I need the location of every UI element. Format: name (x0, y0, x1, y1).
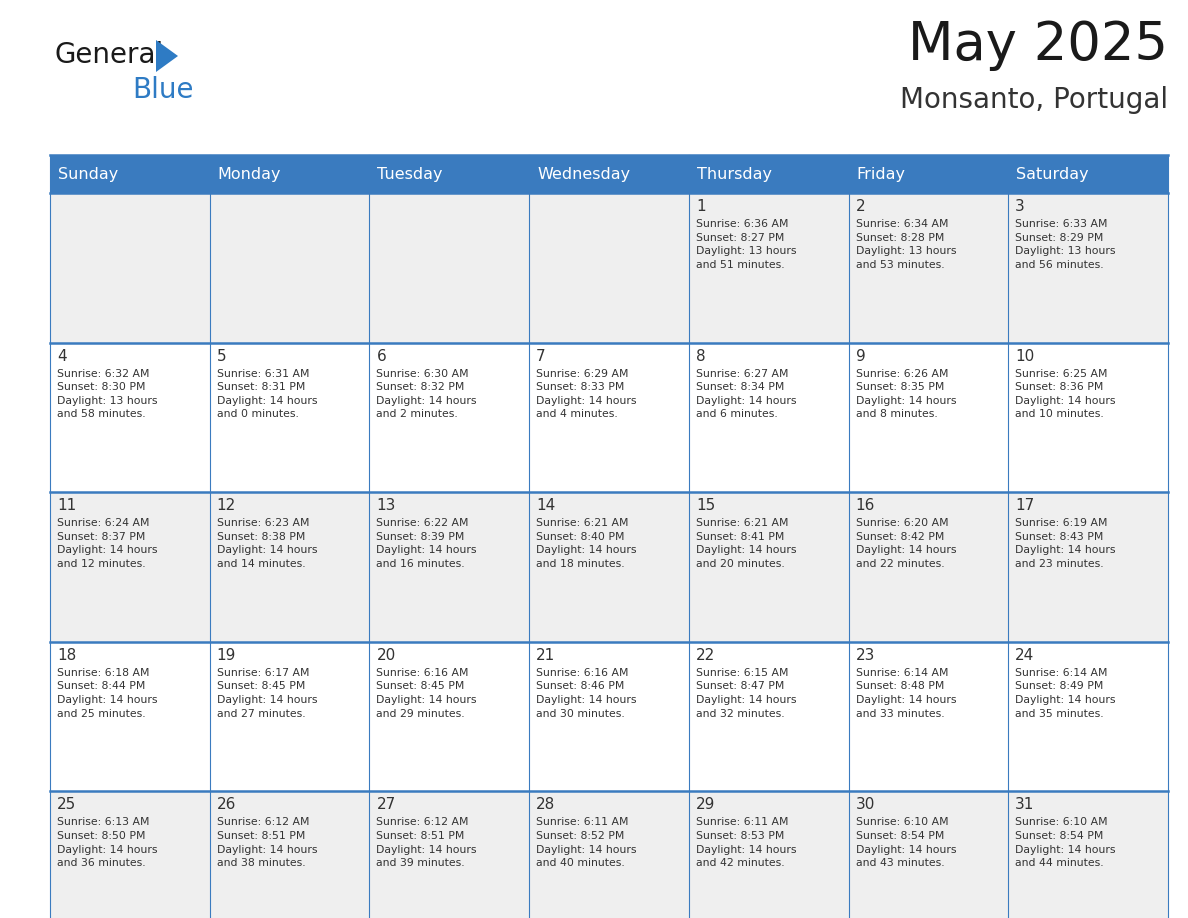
Text: Sunrise: 6:29 AM
Sunset: 8:33 PM
Daylight: 14 hours
and 4 minutes.: Sunrise: 6:29 AM Sunset: 8:33 PM Dayligh… (536, 369, 637, 420)
Text: 12: 12 (216, 498, 236, 513)
Text: Sunrise: 6:26 AM
Sunset: 8:35 PM
Daylight: 14 hours
and 8 minutes.: Sunrise: 6:26 AM Sunset: 8:35 PM Dayligh… (855, 369, 956, 420)
Text: 17: 17 (1016, 498, 1035, 513)
Text: May 2025: May 2025 (908, 19, 1168, 71)
Text: Friday: Friday (857, 166, 905, 182)
Text: Sunrise: 6:32 AM
Sunset: 8:30 PM
Daylight: 13 hours
and 58 minutes.: Sunrise: 6:32 AM Sunset: 8:30 PM Dayligh… (57, 369, 158, 420)
Text: 22: 22 (696, 648, 715, 663)
Text: 1: 1 (696, 199, 706, 214)
Text: Sunrise: 6:12 AM
Sunset: 8:51 PM
Daylight: 14 hours
and 39 minutes.: Sunrise: 6:12 AM Sunset: 8:51 PM Dayligh… (377, 817, 476, 868)
Text: Blue: Blue (132, 76, 194, 104)
Text: 31: 31 (1016, 798, 1035, 812)
Text: Sunrise: 6:21 AM
Sunset: 8:41 PM
Daylight: 14 hours
and 20 minutes.: Sunrise: 6:21 AM Sunset: 8:41 PM Dayligh… (696, 518, 796, 569)
Bar (50, 342, 1168, 492)
Text: 30: 30 (855, 798, 874, 812)
Text: Sunrise: 6:24 AM
Sunset: 8:37 PM
Daylight: 14 hours
and 12 minutes.: Sunrise: 6:24 AM Sunset: 8:37 PM Dayligh… (57, 518, 158, 569)
Text: Sunrise: 6:18 AM
Sunset: 8:44 PM
Daylight: 14 hours
and 25 minutes.: Sunrise: 6:18 AM Sunset: 8:44 PM Dayligh… (57, 667, 158, 719)
Text: Sunday: Sunday (58, 166, 119, 182)
Text: 26: 26 (216, 798, 236, 812)
Text: Sunrise: 6:14 AM
Sunset: 8:48 PM
Daylight: 14 hours
and 33 minutes.: Sunrise: 6:14 AM Sunset: 8:48 PM Dayligh… (855, 667, 956, 719)
Text: Sunrise: 6:14 AM
Sunset: 8:49 PM
Daylight: 14 hours
and 35 minutes.: Sunrise: 6:14 AM Sunset: 8:49 PM Dayligh… (1016, 667, 1116, 719)
Text: Sunrise: 6:34 AM
Sunset: 8:28 PM
Daylight: 13 hours
and 53 minutes.: Sunrise: 6:34 AM Sunset: 8:28 PM Dayligh… (855, 219, 956, 270)
Bar (50, 155, 1168, 193)
Text: Saturday: Saturday (1016, 166, 1089, 182)
Text: Sunrise: 6:20 AM
Sunset: 8:42 PM
Daylight: 14 hours
and 22 minutes.: Sunrise: 6:20 AM Sunset: 8:42 PM Dayligh… (855, 518, 956, 569)
Text: 25: 25 (57, 798, 76, 812)
Text: Sunrise: 6:21 AM
Sunset: 8:40 PM
Daylight: 14 hours
and 18 minutes.: Sunrise: 6:21 AM Sunset: 8:40 PM Dayligh… (536, 518, 637, 569)
Text: 24: 24 (1016, 648, 1035, 663)
Text: Sunrise: 6:11 AM
Sunset: 8:52 PM
Daylight: 14 hours
and 40 minutes.: Sunrise: 6:11 AM Sunset: 8:52 PM Dayligh… (536, 817, 637, 868)
Text: Sunrise: 6:10 AM
Sunset: 8:54 PM
Daylight: 14 hours
and 43 minutes.: Sunrise: 6:10 AM Sunset: 8:54 PM Dayligh… (855, 817, 956, 868)
Text: Sunrise: 6:27 AM
Sunset: 8:34 PM
Daylight: 14 hours
and 6 minutes.: Sunrise: 6:27 AM Sunset: 8:34 PM Dayligh… (696, 369, 796, 420)
Polygon shape (156, 40, 178, 72)
Text: 4: 4 (57, 349, 67, 364)
Text: Sunrise: 6:17 AM
Sunset: 8:45 PM
Daylight: 14 hours
and 27 minutes.: Sunrise: 6:17 AM Sunset: 8:45 PM Dayligh… (216, 667, 317, 719)
Bar (50, 193, 1168, 342)
Text: 2: 2 (855, 199, 865, 214)
Text: 8: 8 (696, 349, 706, 364)
Text: 6: 6 (377, 349, 386, 364)
Text: Wednesday: Wednesday (537, 166, 631, 182)
Text: Tuesday: Tuesday (378, 166, 443, 182)
Text: 28: 28 (536, 798, 556, 812)
Text: Sunrise: 6:15 AM
Sunset: 8:47 PM
Daylight: 14 hours
and 32 minutes.: Sunrise: 6:15 AM Sunset: 8:47 PM Dayligh… (696, 667, 796, 719)
Text: 10: 10 (1016, 349, 1035, 364)
Text: Sunrise: 6:33 AM
Sunset: 8:29 PM
Daylight: 13 hours
and 56 minutes.: Sunrise: 6:33 AM Sunset: 8:29 PM Dayligh… (1016, 219, 1116, 270)
Text: Sunrise: 6:30 AM
Sunset: 8:32 PM
Daylight: 14 hours
and 2 minutes.: Sunrise: 6:30 AM Sunset: 8:32 PM Dayligh… (377, 369, 476, 420)
Text: Sunrise: 6:12 AM
Sunset: 8:51 PM
Daylight: 14 hours
and 38 minutes.: Sunrise: 6:12 AM Sunset: 8:51 PM Dayligh… (216, 817, 317, 868)
Text: 20: 20 (377, 648, 396, 663)
Text: Sunrise: 6:19 AM
Sunset: 8:43 PM
Daylight: 14 hours
and 23 minutes.: Sunrise: 6:19 AM Sunset: 8:43 PM Dayligh… (1016, 518, 1116, 569)
Text: 19: 19 (216, 648, 236, 663)
Bar (50, 791, 1168, 918)
Text: Monday: Monday (217, 166, 282, 182)
Text: 9: 9 (855, 349, 865, 364)
Text: 14: 14 (536, 498, 556, 513)
Text: 11: 11 (57, 498, 76, 513)
Text: 29: 29 (696, 798, 715, 812)
Text: 21: 21 (536, 648, 556, 663)
Text: 5: 5 (216, 349, 227, 364)
Text: 15: 15 (696, 498, 715, 513)
Text: 7: 7 (536, 349, 545, 364)
Text: 27: 27 (377, 798, 396, 812)
Text: Sunrise: 6:36 AM
Sunset: 8:27 PM
Daylight: 13 hours
and 51 minutes.: Sunrise: 6:36 AM Sunset: 8:27 PM Dayligh… (696, 219, 796, 270)
Text: Sunrise: 6:13 AM
Sunset: 8:50 PM
Daylight: 14 hours
and 36 minutes.: Sunrise: 6:13 AM Sunset: 8:50 PM Dayligh… (57, 817, 158, 868)
Text: 3: 3 (1016, 199, 1025, 214)
Text: 18: 18 (57, 648, 76, 663)
Text: 23: 23 (855, 648, 874, 663)
Text: Sunrise: 6:25 AM
Sunset: 8:36 PM
Daylight: 14 hours
and 10 minutes.: Sunrise: 6:25 AM Sunset: 8:36 PM Dayligh… (1016, 369, 1116, 420)
Text: General: General (55, 41, 164, 69)
Text: 16: 16 (855, 498, 874, 513)
Text: Sunrise: 6:31 AM
Sunset: 8:31 PM
Daylight: 14 hours
and 0 minutes.: Sunrise: 6:31 AM Sunset: 8:31 PM Dayligh… (216, 369, 317, 420)
Bar (50, 492, 1168, 642)
Text: Sunrise: 6:11 AM
Sunset: 8:53 PM
Daylight: 14 hours
and 42 minutes.: Sunrise: 6:11 AM Sunset: 8:53 PM Dayligh… (696, 817, 796, 868)
Text: Sunrise: 6:10 AM
Sunset: 8:54 PM
Daylight: 14 hours
and 44 minutes.: Sunrise: 6:10 AM Sunset: 8:54 PM Dayligh… (1016, 817, 1116, 868)
Text: Monsanto, Portugal: Monsanto, Portugal (899, 86, 1168, 114)
Text: Sunrise: 6:22 AM
Sunset: 8:39 PM
Daylight: 14 hours
and 16 minutes.: Sunrise: 6:22 AM Sunset: 8:39 PM Dayligh… (377, 518, 476, 569)
Bar (50, 642, 1168, 791)
Text: Sunrise: 6:16 AM
Sunset: 8:45 PM
Daylight: 14 hours
and 29 minutes.: Sunrise: 6:16 AM Sunset: 8:45 PM Dayligh… (377, 667, 476, 719)
Text: Sunrise: 6:23 AM
Sunset: 8:38 PM
Daylight: 14 hours
and 14 minutes.: Sunrise: 6:23 AM Sunset: 8:38 PM Dayligh… (216, 518, 317, 569)
Text: Thursday: Thursday (697, 166, 772, 182)
Text: Sunrise: 6:16 AM
Sunset: 8:46 PM
Daylight: 14 hours
and 30 minutes.: Sunrise: 6:16 AM Sunset: 8:46 PM Dayligh… (536, 667, 637, 719)
Text: 13: 13 (377, 498, 396, 513)
